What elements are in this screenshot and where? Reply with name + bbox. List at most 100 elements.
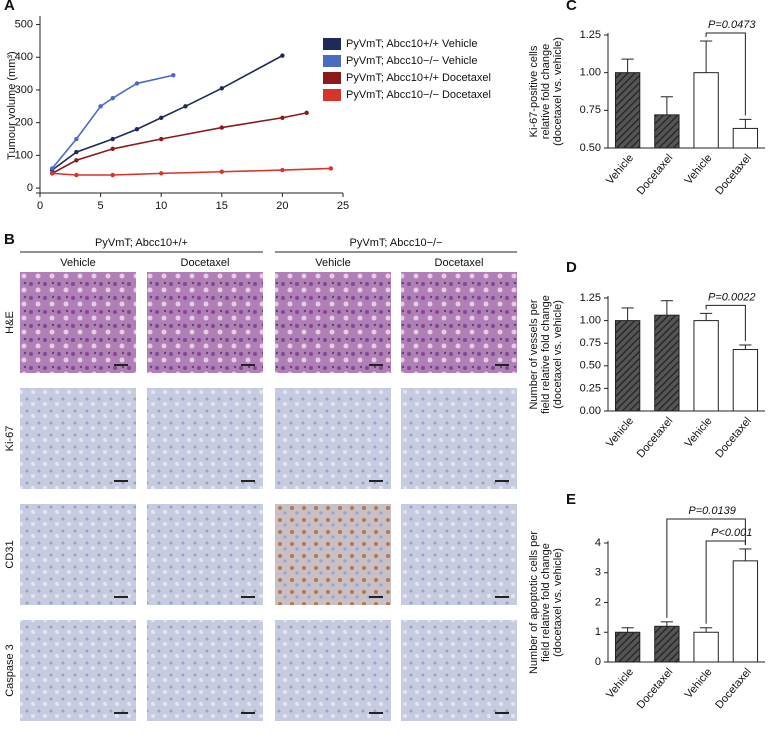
legend-swatch <box>323 72 341 84</box>
point <box>134 127 140 132</box>
series-line <box>51 112 307 175</box>
micrograph <box>401 388 517 489</box>
point <box>304 110 309 116</box>
panel-label: D <box>566 259 577 276</box>
column-header: Vehicle <box>315 257 350 269</box>
legend-swatch <box>323 38 341 50</box>
x-tick-label: 20 <box>276 200 288 212</box>
point <box>280 115 285 120</box>
y-axis-title: field relative fold change <box>540 543 552 662</box>
point <box>74 158 79 163</box>
series-line <box>51 54 283 171</box>
y-tick-label: 0.00 <box>580 405 601 417</box>
point <box>74 149 79 155</box>
significance-bracket <box>705 304 746 342</box>
y-tick-label: 0.75 <box>580 104 601 116</box>
x-tick-label: 25 <box>337 200 349 212</box>
bar <box>693 72 719 149</box>
x-tick-label: 15 <box>216 200 228 212</box>
significance-bracket <box>666 518 746 618</box>
point <box>110 146 115 152</box>
micrograph <box>20 388 136 489</box>
legend-swatch <box>323 55 341 67</box>
micrograph <box>147 620 263 721</box>
point <box>159 171 164 176</box>
point <box>219 169 224 174</box>
micrograph <box>401 504 517 605</box>
row-label: Ki-67 <box>4 426 16 452</box>
x-tick-label: Vehicle <box>604 666 636 701</box>
y-tick-label: 0 <box>595 656 601 668</box>
x-tick-label: 10 <box>155 200 167 212</box>
bar <box>732 127 759 149</box>
series-line <box>52 167 331 176</box>
y-axis-title: relative fold change <box>540 44 552 139</box>
micrograph <box>147 388 263 489</box>
y-tick-label: 300 <box>15 84 33 96</box>
p-value: P=0.0022 <box>708 291 755 303</box>
point <box>110 172 115 178</box>
x-tick-label: Vehicle <box>683 152 715 187</box>
x-tick-label: Vehicle <box>604 152 636 187</box>
point <box>159 136 164 142</box>
bar <box>732 560 759 663</box>
series-line <box>51 74 174 169</box>
group-header: PyVmT; Abcc10−/− <box>350 237 443 249</box>
x-tick-label: Vehicle <box>683 666 715 701</box>
y-tick-label: 3 <box>595 567 601 579</box>
y-tick-label: 0.50 <box>580 360 601 372</box>
x-tick-label: Vehicle <box>604 415 636 450</box>
y-tick-label: 1.00 <box>580 67 601 79</box>
y-tick-label: 400 <box>15 51 33 63</box>
bar <box>654 314 680 412</box>
micrograph <box>147 272 263 373</box>
y-axis-title: Ki-67-positive cells <box>528 45 540 137</box>
x-tick-label: Docetaxel <box>713 152 754 197</box>
micrograph <box>275 272 391 373</box>
x-tick-label: Docetaxel <box>713 666 754 711</box>
column-header: Docetaxel <box>181 257 230 269</box>
y-axis-title: (docetaxel vs. vehicle) <box>552 548 564 657</box>
point <box>49 171 55 176</box>
point <box>74 136 79 142</box>
y-axis-title: field relative fold change <box>540 295 552 414</box>
point <box>328 166 334 171</box>
row-label: Caspase 3 <box>4 644 16 697</box>
x-tick-label: Docetaxel <box>635 666 676 711</box>
y-tick-label: 100 <box>15 149 33 161</box>
micrograph <box>147 504 263 605</box>
y-tick-label: 0.50 <box>580 142 601 154</box>
significance-bracket <box>705 32 746 116</box>
x-tick-label: 5 <box>98 200 104 212</box>
x-tick-label: Vehicle <box>683 415 715 450</box>
column-header: Vehicle <box>60 257 95 269</box>
y-tick-label: 0.75 <box>580 337 601 349</box>
y-tick-label: 0.25 <box>580 382 601 394</box>
significance-bracket <box>705 540 746 624</box>
micrograph <box>20 272 136 373</box>
x-tick-label: Docetaxel <box>635 152 676 197</box>
panel-label: E <box>566 491 576 508</box>
point <box>171 73 176 78</box>
micrograph <box>20 620 136 721</box>
y-tick-label: 2 <box>595 596 601 608</box>
bar <box>732 349 759 412</box>
row-label: CD31 <box>4 540 16 568</box>
row-label: H&E <box>4 311 16 334</box>
point <box>219 86 224 91</box>
y-axis-title: (docetaxel vs. vehicle) <box>552 37 564 146</box>
bar <box>654 114 680 149</box>
point <box>134 81 140 86</box>
y-tick-label: 4 <box>595 537 601 549</box>
legend-label: PyVmT; Abcc10+/+ Vehicle <box>346 38 477 50</box>
y-tick-label: 1.25 <box>580 29 601 41</box>
micrograph <box>275 620 391 721</box>
point <box>280 167 285 173</box>
micrograph <box>401 272 517 373</box>
bar <box>614 320 641 412</box>
y-axis-title: Tumour volume (mm³) <box>6 51 18 159</box>
y-tick-label: 500 <box>15 18 33 30</box>
y-tick-label: 0 <box>27 182 33 194</box>
legend-swatch <box>323 89 341 101</box>
point <box>110 136 115 142</box>
